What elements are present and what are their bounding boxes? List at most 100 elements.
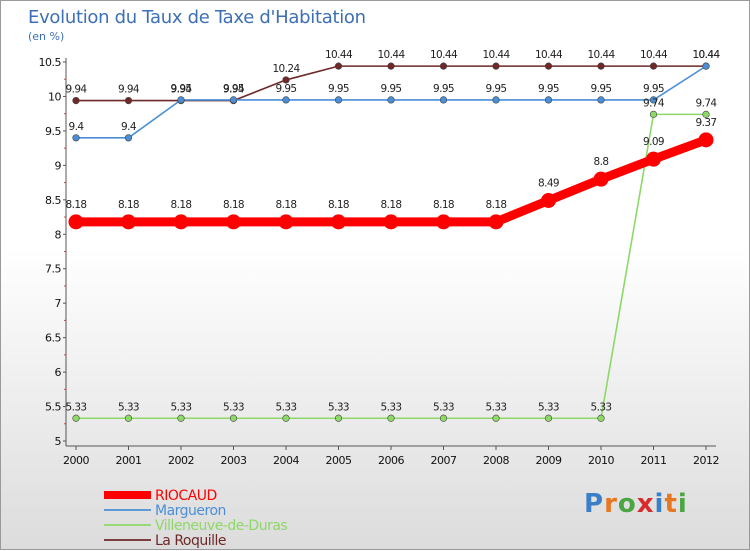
data-label: 9.95 xyxy=(276,83,297,95)
y-tick-label: 5 xyxy=(55,435,62,448)
data-label: 9.74 xyxy=(643,97,665,109)
data-label: 5.33 xyxy=(66,401,87,413)
data-point xyxy=(72,96,80,105)
data-label: 9.94 xyxy=(223,84,245,96)
x-tick-label: 2012 xyxy=(693,454,719,467)
x-tick-label: 2005 xyxy=(326,454,352,467)
x-tick-label: 2002 xyxy=(168,454,194,467)
data-label: 9.4 xyxy=(121,121,137,133)
data-point xyxy=(541,193,556,209)
y-tick-label: 7.5 xyxy=(45,263,61,276)
logo-letter: P xyxy=(584,489,605,519)
data-label: 9.74 xyxy=(696,97,718,109)
data-label: 9.95 xyxy=(643,83,664,95)
data-point xyxy=(383,214,399,230)
data-label: 9.94 xyxy=(118,84,140,96)
logo-letter: t xyxy=(664,489,678,519)
data-label: 8.18 xyxy=(276,199,297,211)
data-label: 9.95 xyxy=(486,83,507,95)
data-point xyxy=(334,414,343,422)
data-label: 10.44 xyxy=(430,49,458,61)
logo-letter: x xyxy=(636,489,655,519)
data-label: 5.33 xyxy=(381,401,402,413)
y-tick-label: 10.5 xyxy=(39,56,62,69)
x-tick-label: 2006 xyxy=(378,454,404,467)
data-point xyxy=(597,414,605,422)
data-label: 9.95 xyxy=(223,83,244,95)
data-point xyxy=(649,96,658,104)
data-point xyxy=(282,76,290,84)
x-tick-label: 2011 xyxy=(641,454,667,467)
data-label: 8.8 xyxy=(594,156,609,168)
chart-title: Evolution du Taux de Taxe d'Habitation xyxy=(28,7,366,28)
data-label: 10.44 xyxy=(640,49,668,61)
y-tick-label: 6.5 xyxy=(45,332,61,345)
data-label: 9.95 xyxy=(328,83,349,95)
data-point xyxy=(544,96,553,104)
data-point xyxy=(72,134,80,142)
data-label: 9.95 xyxy=(591,83,612,95)
logo-letter: o xyxy=(617,489,637,519)
x-tick-label: 2001 xyxy=(116,454,142,467)
x-tick-label: 2003 xyxy=(221,454,247,467)
data-point xyxy=(544,414,553,422)
series-line-2 xyxy=(76,113,706,420)
data-label: 10.44 xyxy=(325,49,353,61)
y-tick-label: 6 xyxy=(55,366,62,379)
data-label: 8.18 xyxy=(433,199,454,211)
data-point xyxy=(177,414,185,422)
data-point xyxy=(439,414,448,422)
data-point xyxy=(488,214,504,230)
data-point xyxy=(331,214,346,230)
data-label: 9.95 xyxy=(171,83,192,95)
x-tick-label: 2008 xyxy=(483,454,509,467)
unit-label: (en %) xyxy=(28,30,65,43)
x-tick-label: 2010 xyxy=(588,454,614,467)
data-point xyxy=(68,214,84,230)
data-label: 9.95 xyxy=(433,83,454,95)
data-label: 10.44 xyxy=(692,49,720,61)
legend-label: RIOCAUD xyxy=(155,488,217,504)
legend-label: La Roquille xyxy=(155,533,226,549)
y-tick-label: 8 xyxy=(55,228,62,241)
data-label: 9.95 xyxy=(381,83,402,95)
data-point xyxy=(387,414,395,422)
proxiti-logo: Proxiti xyxy=(584,489,688,519)
y-tick-label: 7 xyxy=(55,297,62,310)
data-label: 9.09 xyxy=(643,136,664,148)
data-point xyxy=(121,214,136,230)
data-point xyxy=(436,214,451,230)
data-point xyxy=(492,96,500,104)
y-tick-label: 10 xyxy=(48,90,61,103)
data-point xyxy=(334,62,343,70)
data-label: 5.33 xyxy=(328,401,349,413)
logo-letter: i xyxy=(654,489,665,519)
data-point xyxy=(229,96,238,104)
data-point xyxy=(649,62,658,70)
data-point xyxy=(387,62,395,70)
data-point xyxy=(72,414,80,422)
data-point xyxy=(278,214,294,230)
y-tick-label: 5.5 xyxy=(45,401,61,414)
data-point xyxy=(492,62,500,70)
data-label: 10.44 xyxy=(535,49,563,61)
data-point xyxy=(387,96,395,104)
data-label: 10.44 xyxy=(692,49,720,61)
data-point xyxy=(597,96,605,104)
data-label: 5.33 xyxy=(486,401,507,413)
data-label: 9.37 xyxy=(696,117,717,129)
data-point xyxy=(124,414,133,422)
x-tick-label: 2000 xyxy=(63,454,89,467)
legend-label: Villeneuve-de-Duras xyxy=(155,518,287,534)
data-point xyxy=(226,214,241,230)
data-point xyxy=(597,62,605,70)
logo-letter: i xyxy=(677,489,688,519)
data-point xyxy=(544,62,553,70)
data-label: 5.33 xyxy=(538,401,559,413)
data-label: 9.94 xyxy=(66,84,88,96)
data-label: 9.95 xyxy=(538,83,559,95)
x-tick-label: 2007 xyxy=(431,454,457,467)
y-tick-label: 9.5 xyxy=(45,125,61,138)
